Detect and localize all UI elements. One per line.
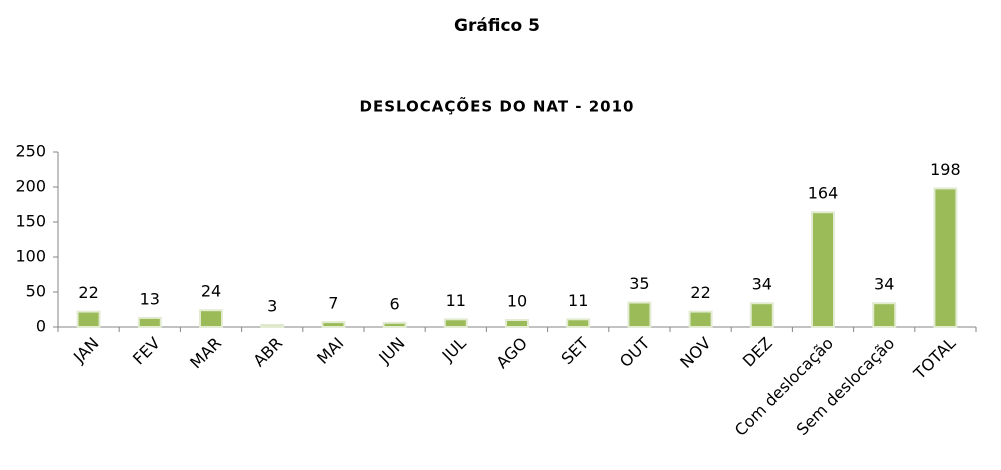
data-label: 11 [568, 291, 588, 310]
y-tick-label: 150 [15, 212, 46, 231]
data-label: 10 [507, 292, 527, 311]
y-tick-label: 250 [15, 142, 46, 161]
x-tick-label: DEZ [739, 334, 776, 371]
data-label: 24 [201, 282, 221, 301]
data-label: 3 [267, 296, 277, 315]
bar [137, 316, 162, 328]
x-tick-label: NOV [676, 334, 714, 372]
x-tick-label: TOTAL [909, 334, 959, 384]
bar [505, 319, 529, 328]
bar [260, 323, 285, 328]
data-label: 11 [446, 291, 466, 310]
data-label: 7 [328, 294, 338, 313]
bar [443, 318, 468, 328]
x-tick-label: SET [558, 333, 593, 368]
x-tick-label: JAN [69, 334, 102, 367]
x-tick-label: AGO [492, 334, 531, 373]
bar [627, 301, 652, 328]
y-tick-label: 200 [15, 177, 46, 196]
page-heading: Gráfico 5 [454, 16, 540, 36]
data-label: 13 [140, 289, 160, 308]
data-label: 198 [930, 160, 961, 179]
x-tick-label: JUL [438, 334, 470, 366]
bar [933, 187, 958, 328]
bar [76, 310, 101, 329]
bar [199, 309, 223, 329]
data-label: 35 [629, 274, 649, 293]
x-tick-label: MAI [313, 334, 347, 368]
bar [872, 302, 897, 329]
x-tick-label: JUN [374, 334, 408, 368]
data-label: 22 [78, 283, 98, 302]
bar [811, 211, 835, 328]
data-label: 22 [690, 283, 710, 302]
x-tick-label: ABR [249, 334, 286, 371]
y-tick-label: 50 [26, 282, 46, 301]
bar [749, 302, 774, 329]
bar [321, 321, 346, 329]
y-tick-label: 100 [15, 247, 46, 266]
data-label: 34 [752, 275, 772, 294]
x-tick-label: MAR [186, 334, 225, 373]
data-label: 34 [874, 275, 894, 294]
chart-title: DESLOCAÇÕES DO NAT - 2010 [360, 97, 635, 116]
data-label: 6 [390, 294, 400, 313]
bar [688, 310, 713, 329]
x-tick-label: FEV [129, 334, 164, 369]
bar [566, 318, 591, 328]
data-label: 164 [808, 184, 839, 203]
y-tick-label: 0 [36, 317, 46, 336]
bar [382, 321, 407, 328]
x-tick-label: OUT [616, 333, 654, 371]
